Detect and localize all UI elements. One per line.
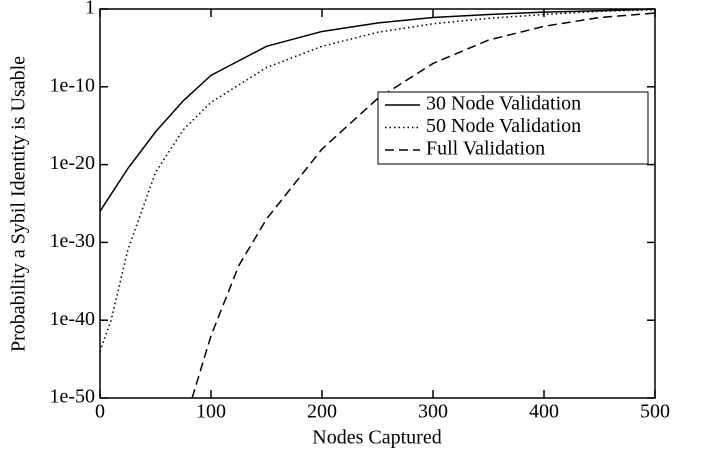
legend-label: 30 Node Validation (426, 93, 581, 115)
x-axis-title: Nodes Captured (312, 427, 441, 449)
legend-label: Full Validation (426, 138, 545, 160)
y-tick-label: 1 (85, 0, 95, 19)
x-tick-label: 300 (418, 401, 448, 423)
y-tick-label: 1e-30 (49, 230, 95, 252)
plot-frame (99, 8, 656, 399)
series-line (191, 12, 656, 399)
y-tick-label: 1e-10 (49, 74, 95, 96)
legend-label: 50 Node Validation (426, 115, 581, 137)
legend-box (377, 91, 649, 165)
series-line (99, 9, 656, 352)
y-axis-title: Probability a Sybil Identity is Usable (8, 56, 30, 352)
y-tick-label: 1e-50 (49, 386, 95, 408)
x-tick-label: 200 (307, 401, 337, 423)
series-line (99, 8, 656, 212)
x-tick-label: 0 (95, 401, 105, 423)
x-tick-label: 500 (640, 401, 670, 423)
y-tick-label: 1e-20 (49, 152, 95, 174)
y-tick-label: 1e-40 (49, 308, 95, 330)
x-tick-label: 400 (529, 401, 559, 423)
x-tick-label: 100 (196, 401, 226, 423)
